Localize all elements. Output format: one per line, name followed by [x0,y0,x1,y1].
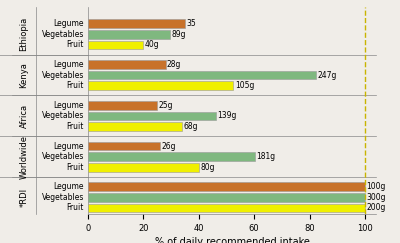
Text: 200g: 200g [366,203,386,212]
Text: Vegetables: Vegetables [42,111,84,120]
Text: Worldwide: Worldwide [20,135,28,179]
Text: Legume: Legume [54,182,84,191]
Bar [88,163,199,172]
Bar [88,30,170,39]
Text: Vegetables: Vegetables [42,193,84,202]
Bar [88,152,255,161]
Text: 100g: 100g [366,182,386,191]
Text: 89g: 89g [172,30,186,39]
Bar [88,81,233,90]
Bar [88,182,365,191]
Bar [88,142,160,150]
Text: Vegetables: Vegetables [42,71,84,80]
Bar [88,112,216,120]
X-axis label: % of daily recommended intake: % of daily recommended intake [154,237,310,243]
Bar [88,19,185,28]
Text: Vegetables: Vegetables [42,30,84,39]
Text: Ethiopia: Ethiopia [20,17,28,52]
Bar [88,60,166,69]
Text: Fruit: Fruit [67,203,84,212]
Text: Legume: Legume [54,19,84,28]
Text: Fruit: Fruit [67,163,84,172]
Text: 28g: 28g [167,60,181,69]
Text: Kenya: Kenya [20,62,28,88]
Text: Africa: Africa [20,104,28,128]
Text: 181g: 181g [256,152,276,161]
Text: 26g: 26g [161,141,176,150]
Text: Legume: Legume [54,141,84,150]
Text: 80g: 80g [200,163,215,172]
Text: 25g: 25g [159,101,173,110]
Text: 105g: 105g [235,81,254,90]
Bar [88,101,157,110]
Text: Fruit: Fruit [67,81,84,90]
Bar [88,41,143,49]
Text: Legume: Legume [54,101,84,110]
Bar [88,122,182,131]
Text: 300g: 300g [366,193,386,202]
Bar [88,71,316,79]
Text: Legume: Legume [54,60,84,69]
Bar [88,204,365,212]
Text: 247g: 247g [317,71,337,80]
Text: Fruit: Fruit [67,122,84,131]
Text: 68g: 68g [184,122,198,131]
Text: 139g: 139g [218,111,237,120]
Text: Fruit: Fruit [67,40,84,49]
Text: 40g: 40g [145,40,159,49]
Text: *RDI: *RDI [20,188,28,207]
Text: Vegetables: Vegetables [42,152,84,161]
Text: 35: 35 [186,19,196,28]
Bar [88,193,365,202]
